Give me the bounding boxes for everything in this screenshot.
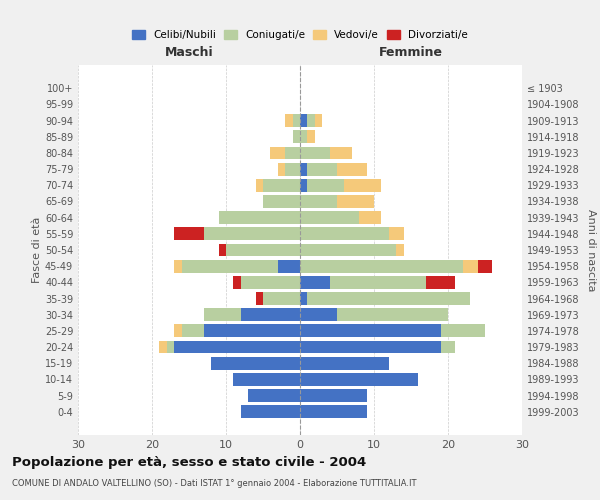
Bar (307, 130, 315, 143)
Bar (263, 195, 300, 208)
Text: COMUNE DI ANDALO VALTELLINO (SO) - Dati ISTAT 1° gennaio 2004 - Elaborazione TUT: COMUNE DI ANDALO VALTELLINO (SO) - Dati … (12, 480, 416, 488)
Bar (300, 114, 307, 127)
Bar (174, 340, 300, 353)
Bar (160, 340, 167, 353)
Bar (337, 195, 374, 208)
Bar (307, 162, 337, 175)
Bar (256, 179, 263, 192)
Bar (263, 292, 300, 305)
Bar (278, 260, 300, 272)
Bar (182, 260, 278, 272)
Bar (426, 276, 455, 289)
Bar (300, 324, 440, 338)
Bar (211, 356, 300, 370)
Bar (300, 146, 329, 160)
Bar (241, 276, 300, 289)
Bar (285, 114, 293, 127)
Text: Femmine: Femmine (379, 46, 443, 60)
Bar (300, 195, 337, 208)
Bar (300, 130, 307, 143)
Bar (233, 276, 241, 289)
Bar (315, 114, 322, 127)
Bar (337, 162, 367, 175)
Bar (204, 228, 300, 240)
Bar (300, 211, 359, 224)
Bar (300, 292, 307, 305)
Bar (337, 308, 448, 321)
Bar (285, 162, 300, 175)
Bar (167, 340, 174, 353)
Y-axis label: Fasce di età: Fasce di età (32, 217, 42, 283)
Bar (218, 211, 300, 224)
Bar (233, 373, 300, 386)
Bar (218, 244, 226, 256)
Bar (300, 308, 337, 321)
Bar (300, 162, 307, 175)
Bar (300, 340, 440, 353)
Bar (300, 356, 389, 370)
Bar (329, 146, 352, 160)
Bar (182, 324, 204, 338)
Bar (174, 260, 182, 272)
Bar (359, 211, 382, 224)
Bar (344, 179, 382, 192)
Bar (440, 340, 455, 353)
Bar (174, 324, 182, 338)
Text: Maschi: Maschi (164, 46, 214, 60)
Bar (329, 276, 426, 289)
Bar (478, 260, 493, 272)
Bar (300, 405, 367, 418)
Y-axis label: Anni di nascita: Anni di nascita (586, 209, 596, 291)
Bar (307, 114, 315, 127)
Bar (389, 228, 404, 240)
Bar (463, 260, 478, 272)
Text: Popolazione per età, sesso e stato civile - 2004: Popolazione per età, sesso e stato civil… (12, 456, 366, 469)
Bar (307, 292, 470, 305)
Bar (300, 244, 396, 256)
Bar (440, 324, 485, 338)
Legend: Celibi/Nubili, Coniugati/e, Vedovi/e, Divorziati/e: Celibi/Nubili, Coniugati/e, Vedovi/e, Di… (128, 26, 472, 44)
Bar (293, 114, 300, 127)
Bar (300, 260, 463, 272)
Bar (226, 244, 300, 256)
Bar (307, 179, 344, 192)
Bar (241, 405, 300, 418)
Bar (278, 162, 285, 175)
Bar (300, 276, 329, 289)
Bar (293, 130, 300, 143)
Bar (396, 244, 404, 256)
Bar (300, 373, 418, 386)
Bar (204, 324, 300, 338)
Bar (256, 292, 263, 305)
Bar (300, 228, 389, 240)
Bar (241, 308, 300, 321)
Bar (271, 146, 285, 160)
Bar (174, 228, 204, 240)
Bar (263, 179, 300, 192)
Bar (300, 389, 367, 402)
Bar (204, 308, 241, 321)
Bar (285, 146, 300, 160)
Bar (248, 389, 300, 402)
Bar (300, 179, 307, 192)
